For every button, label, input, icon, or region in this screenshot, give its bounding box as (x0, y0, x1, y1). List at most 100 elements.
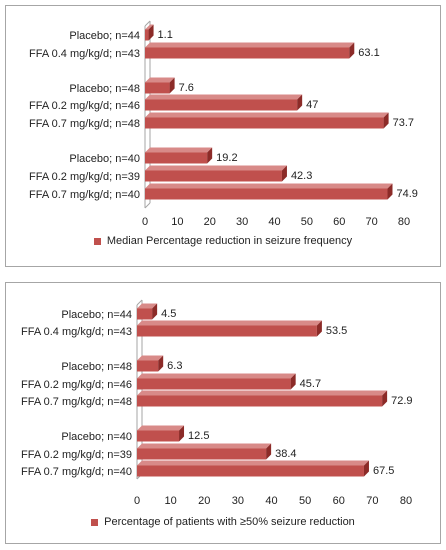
chart-2-data-label: 45.7 (300, 378, 321, 390)
chart-1-bar (145, 47, 350, 59)
chart-1-data-label: 42.3 (291, 170, 312, 182)
chart-1-bar-top (145, 24, 154, 30)
chart-2-data-label: 53.5 (326, 325, 347, 337)
chart-2-x-tick-label: 60 (333, 495, 345, 507)
chart-2-category-label: FFA 0.7 mg/kg/d; n=48 (21, 396, 132, 408)
chart-1-bar-top (145, 94, 303, 100)
chart-panel-seizure-frequency: Placebo; n=44 1.1 FFA 0.4 mg/kg/d; n=43 63.… (5, 5, 441, 267)
chart-1-bar (145, 170, 282, 182)
chart-1-bar-end (148, 24, 154, 41)
chart-2-bar (137, 465, 364, 477)
chart-2-legend: Percentage of patients with ≥50% seizure… (6, 516, 440, 528)
chart-2-x-tick-label: 0 (134, 495, 140, 507)
chart-2-x-tick-label: 50 (299, 495, 311, 507)
chart-2-bar-top (137, 390, 388, 396)
chart-1-bar-end (383, 112, 389, 129)
chart-2-category-label: Placebo; n=48 (61, 361, 132, 373)
chart-1-x-tick-label: 80 (398, 216, 410, 228)
chart-1-category-label: FFA 0.4 mg/kg/d; n=43 (29, 48, 140, 60)
chart-1-bar-top (145, 165, 287, 171)
chart-2-bar (137, 360, 159, 372)
chart-2-bar-end (382, 390, 388, 407)
chart-2-bar-end (152, 303, 158, 320)
chart-2-wall-top-edge (136, 299, 143, 306)
chart-2-x-tick-label: 80 (400, 495, 412, 507)
chart-1-bar (145, 152, 208, 164)
chart-1-bar-end (297, 94, 303, 111)
chart-2-plot: Placebo; n=44 4.5 FFA 0.4 mg/kg/d; n=43 53.… (21, 299, 413, 507)
chart-2-bar (137, 448, 267, 460)
chart-1-bar-end (169, 77, 175, 94)
chart-panel-responder-rate: Placebo; n=44 4.5 FFA 0.4 mg/kg/d; n=43 53.… (5, 282, 441, 544)
chart-1-plot: Placebo; n=44 1.1 FFA 0.4 mg/kg/d; n=43 63.… (29, 20, 418, 228)
chart-1-x-tick-label: 30 (236, 216, 248, 228)
chart-2-bar-end (179, 425, 185, 442)
chart-1-category-label: FFA 0.7 mg/kg/d; n=48 (29, 118, 140, 130)
chart-2-bar (137, 325, 317, 337)
chart-1-data-label: 73.7 (393, 117, 414, 129)
chart-2-x-tick-label: 30 (232, 495, 244, 507)
chart-1-bar-top (145, 112, 389, 118)
chart-2-bar-top (137, 425, 185, 431)
chart-1-bar-end (349, 42, 355, 59)
chart-1-legend: Median Percentage reduction in seizure f… (6, 235, 440, 247)
chart-1-x-tick-label: 10 (171, 216, 183, 228)
chart-2-bar (137, 378, 291, 390)
chart-1-bar (145, 29, 149, 41)
chart-2-bar-top (137, 355, 164, 361)
chart-1-x-tick-label: 0 (142, 216, 148, 228)
chart-1-category-label: Placebo; n=40 (69, 153, 140, 165)
chart-1-bar-end (387, 183, 393, 200)
chart-2-x-tick-label: 10 (165, 495, 177, 507)
chart-2-bar-end (316, 320, 322, 337)
chart-1-bar-top (145, 147, 213, 153)
chart-1-bar (145, 188, 388, 200)
chart-1-data-label: 7.6 (179, 82, 194, 94)
chart-2-bar-end (266, 443, 272, 460)
chart-1-category-label: FFA 0.2 mg/kg/d; n=39 (29, 171, 140, 183)
chart-1-bar-top (145, 42, 355, 48)
chart-1-bar (145, 82, 170, 94)
chart-1-bar-end (207, 147, 213, 164)
chart-2-bar-top (137, 443, 272, 449)
chart-2-x-tick-label: 20 (198, 495, 210, 507)
chart-1-data-label: 19.2 (216, 152, 237, 164)
chart-2-bar (137, 395, 383, 407)
chart-2-legend-label: Percentage of patients with ≥50% seizure… (104, 516, 355, 528)
chart-2-bar (137, 308, 153, 320)
chart-2-data-label: 67.5 (373, 465, 394, 477)
chart-2-category-label: Placebo; n=44 (61, 309, 132, 321)
chart-1-x-tick-label: 40 (268, 216, 280, 228)
chart-2-data-label: 72.9 (391, 395, 412, 407)
chart-1-wall-bottom-edge (144, 202, 151, 209)
chart-2-bar-end (290, 373, 296, 390)
chart-2-bar-top (137, 320, 322, 326)
chart-1-bar (145, 117, 384, 129)
chart-2-category-label: FFA 0.7 mg/kg/d; n=40 (21, 466, 132, 478)
chart-1-bar (145, 99, 298, 111)
chart-2-category-label: FFA 0.2 mg/kg/d; n=46 (21, 379, 132, 391)
chart-1-data-label: 74.9 (396, 188, 417, 200)
chart-1-category-label: FFA 0.2 mg/kg/d; n=46 (29, 100, 140, 112)
chart-2-data-label: 6.3 (167, 360, 182, 372)
chart-2-category-label: FFA 0.4 mg/kg/d; n=43 (21, 326, 132, 338)
chart-1-bar-end (281, 165, 287, 182)
chart-1-data-label: 1.1 (158, 29, 173, 41)
chart-1-legend-label: Median Percentage reduction in seizure f… (106, 235, 353, 247)
chart-2-legend-swatch (91, 518, 99, 526)
chart-1-legend-swatch (93, 237, 101, 245)
chart-1-x-tick-label: 20 (204, 216, 216, 228)
chart-2-category-label: Placebo; n=40 (61, 431, 132, 443)
chart-1-bar-top (145, 77, 175, 83)
chart-2-x-tick-label: 40 (265, 495, 277, 507)
chart-2-bar-top (137, 460, 369, 466)
chart-2-bar-top (137, 373, 296, 379)
chart-2-category-label: FFA 0.2 mg/kg/d; n=39 (21, 449, 132, 461)
chart-1-x-tick-label: 70 (366, 216, 378, 228)
chart-2-data-label: 38.4 (275, 448, 296, 460)
chart-1-x-tick-label: 50 (301, 216, 313, 228)
chart-2-bar-end (363, 460, 369, 477)
chart-1-wall-top-edge (144, 20, 151, 27)
chart-1-category-label: Placebo; n=44 (69, 30, 140, 42)
chart-2-bar-end (158, 355, 164, 372)
